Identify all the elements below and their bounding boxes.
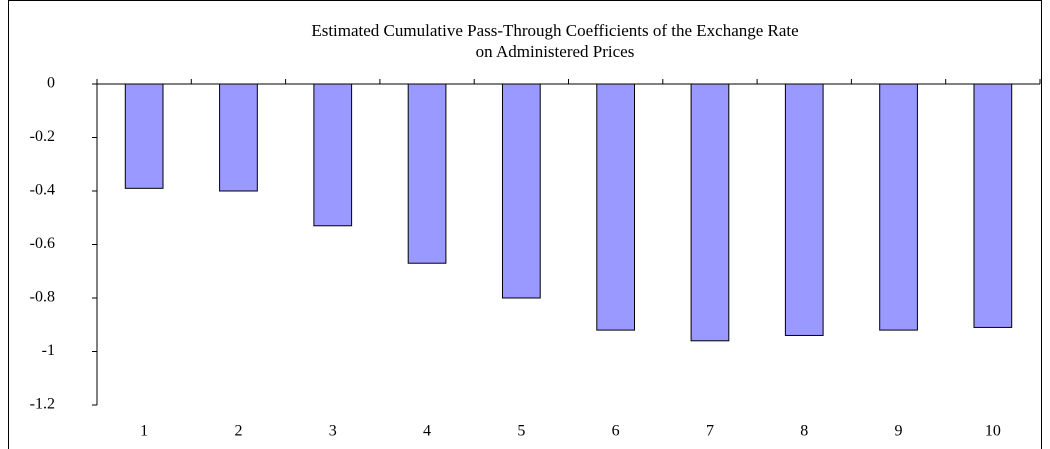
y-tick-label: 0	[47, 75, 55, 92]
x-tick-label: 4	[423, 423, 431, 440]
x-tick-label: 6	[612, 423, 620, 440]
x-tick-label: 3	[329, 423, 337, 440]
bar	[973, 83, 1013, 328]
chart-title: on Administered Prices	[476, 42, 635, 61]
x-tick-label: 9	[895, 423, 903, 440]
y-tick-label: -0.6	[30, 235, 55, 252]
bar	[219, 83, 258, 192]
x-tick-label: 7	[706, 423, 714, 440]
bar	[690, 83, 730, 342]
bar	[596, 83, 636, 331]
y-tick-label: -1	[42, 342, 55, 359]
y-tick-label: -0.2	[30, 128, 55, 145]
y-tick-label: -0.8	[30, 289, 55, 306]
chart-title: Estimated Cumulative Pass-Through Coeffi…	[311, 21, 798, 40]
y-tick-label: -0.4	[30, 182, 55, 199]
x-tick-label: 10	[985, 423, 1001, 440]
x-tick-label: 5	[517, 423, 525, 440]
bar	[784, 83, 824, 336]
bar	[407, 83, 447, 264]
bar	[501, 83, 541, 299]
x-tick-label: 2	[234, 423, 242, 440]
chart-frame	[8, 0, 1042, 449]
x-tick-label: 8	[800, 423, 808, 440]
x-tick-label: 1	[140, 423, 148, 440]
bar	[313, 83, 353, 227]
y-tick-label: -1.2	[30, 396, 55, 413]
bar	[124, 83, 164, 189]
bar	[879, 83, 918, 331]
